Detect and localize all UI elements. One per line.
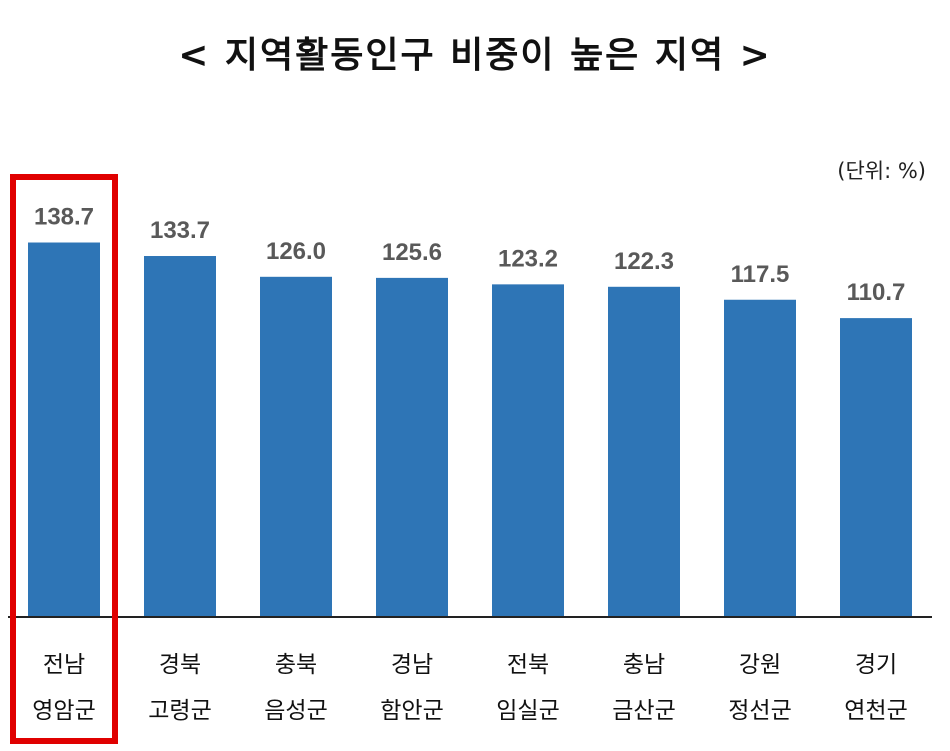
chart-title: < 지역활동인구 비중이 높은 지역 > [178, 35, 772, 76]
category-label-county-1: 고령군 [148, 698, 211, 724]
value-label-1: 133.7 [150, 217, 210, 244]
category-label-county-6: 정선군 [728, 698, 791, 724]
unit-note: (단위: %) [837, 159, 926, 183]
value-label-3: 125.6 [382, 239, 442, 266]
category-label-region-0: 전남 [43, 652, 85, 678]
category-label-region-7: 경기 [855, 652, 897, 678]
bar-4 [492, 284, 564, 617]
category-label-region-2: 충북 [275, 652, 317, 678]
category-label-region-1: 경북 [159, 652, 201, 678]
value-label-2: 126.0 [266, 238, 326, 265]
bar-2 [260, 276, 332, 617]
category-label-county-4: 임실군 [496, 698, 559, 724]
value-label-7: 110.7 [847, 279, 906, 306]
value-label-4: 123.2 [498, 245, 558, 272]
highlight-box [10, 174, 118, 744]
bar-5 [608, 286, 680, 617]
value-label-5: 122.3 [614, 248, 674, 275]
category-label-region-6: 강원 [739, 652, 781, 678]
category-label-county-3: 함안군 [380, 698, 443, 724]
category-label-region-3: 경남 [391, 652, 433, 678]
bar-0 [28, 242, 100, 617]
bar-7 [840, 318, 912, 617]
category-label-county-5: 금산군 [612, 698, 675, 724]
category-label-region-4: 전북 [507, 652, 549, 678]
category-label-county-2: 음성군 [264, 698, 327, 724]
category-label-county-0: 영암군 [32, 698, 95, 724]
bar-3 [376, 277, 448, 617]
bar-6 [724, 299, 796, 617]
bar-1 [144, 256, 216, 617]
value-label-6: 117.5 [731, 261, 790, 288]
value-label-0: 138.7 [34, 204, 94, 231]
category-label-county-7: 연천군 [844, 698, 907, 724]
category-label-region-5: 충남 [623, 652, 665, 678]
